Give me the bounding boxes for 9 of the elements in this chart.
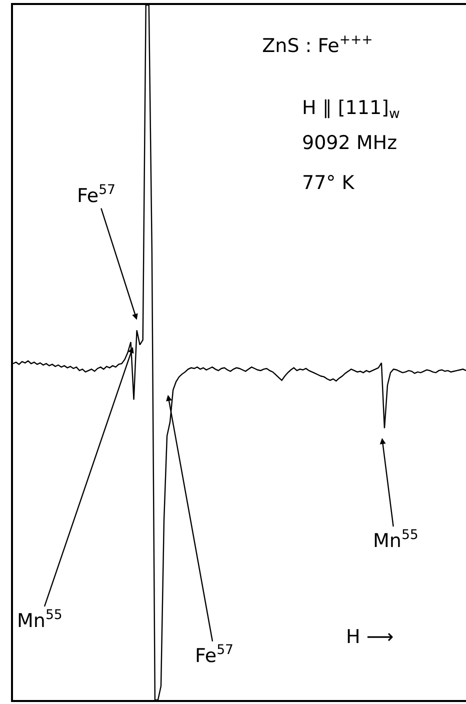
annotation: 9092 MHz <box>302 132 398 154</box>
annotation: Fe$^{57}$ <box>195 643 234 667</box>
annotation: 77° K <box>302 172 355 194</box>
annotation: Mn$^{55}$ <box>373 528 418 552</box>
annotation: Mn$^{55}$ <box>17 608 62 632</box>
annotation: Fe$^{57}$ <box>77 183 116 207</box>
x-axis-title: H ⟶ <box>346 626 394 648</box>
annotation: H ∥ [111]$_{w}$ <box>302 97 400 122</box>
text: ZnS : Fe$^{+++}$ <box>262 33 373 58</box>
